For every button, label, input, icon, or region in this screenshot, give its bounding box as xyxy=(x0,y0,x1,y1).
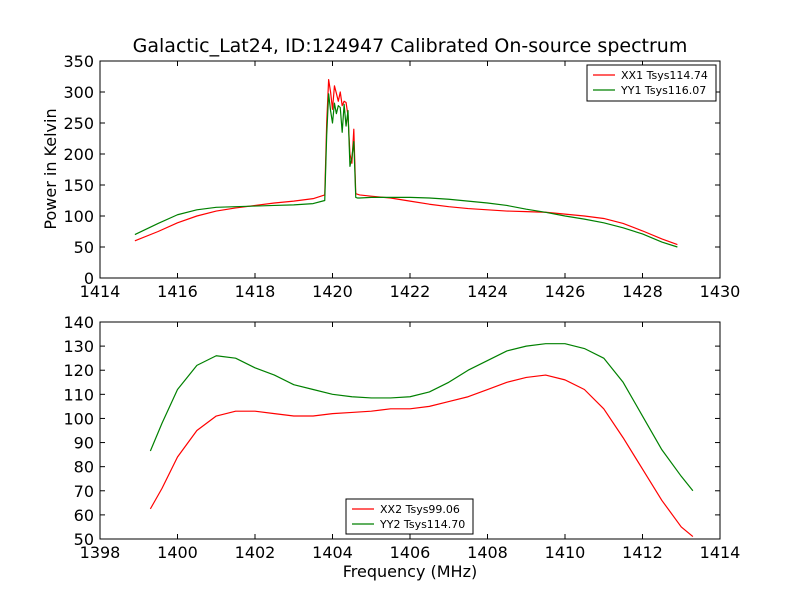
y-axis-label-top: Power in Kelvin xyxy=(41,108,60,229)
legend-label-top-2: YY1 Tsys116.07 xyxy=(620,84,706,97)
x-tick-label-bottom-4: 1406 xyxy=(390,543,431,562)
y-tick-label-bottom-3: 80 xyxy=(74,458,94,477)
x-tick-label-top-0: 1414 xyxy=(80,282,121,301)
legend-label-bottom-1: XX2 Tsys99.06 xyxy=(380,503,460,516)
y-tick-label-top-1: 50 xyxy=(74,238,94,257)
legend-bottom: XX2 Tsys99.06 YY2 Tsys114.70 xyxy=(345,498,474,535)
y-tick-label-bottom-6: 110 xyxy=(63,385,94,404)
series-line-bottom-1 xyxy=(149,374,694,538)
x-tick-label-bottom-0: 1398 xyxy=(80,543,121,562)
y-tick-label-top-7: 350 xyxy=(63,52,94,71)
legend-label-bottom-2: YY2 Tsys114.70 xyxy=(379,518,465,531)
top-spectrum-panel: Power in Kelvin 1414 1416 1418 1420 1422 1424… xyxy=(41,52,740,301)
x-tick-label-top-7: 1428 xyxy=(622,282,663,301)
x-tick-label-top-6: 1426 xyxy=(545,282,586,301)
x-tick-label-bottom-1: 1400 xyxy=(157,543,198,562)
x-tick-label-bottom-6: 1410 xyxy=(545,543,586,562)
series-line-bottom-2 xyxy=(149,343,694,492)
x-tick-label-top-1: 1416 xyxy=(157,282,198,301)
y-tick-label-bottom-8: 130 xyxy=(63,337,94,356)
x-tick-label-bottom-8: 1414 xyxy=(700,543,741,562)
y-tick-label-bottom-2: 70 xyxy=(74,482,94,501)
legend-box-bottom xyxy=(345,498,474,535)
y-tick-label-bottom-0: 50 xyxy=(74,530,94,549)
x-tick-label-bottom-7: 1412 xyxy=(622,543,663,562)
x-tick-label-bottom-2: 1402 xyxy=(235,543,276,562)
x-tick-label-top-3: 1420 xyxy=(312,282,353,301)
x-tick-label-bottom-3: 1404 xyxy=(312,543,353,562)
x-axis-label-bottom: Frequency (MHz) xyxy=(343,562,477,581)
y-tick-label-top-5: 250 xyxy=(63,114,94,133)
chart-title: Galactic_Lat24, ID:124947 Calibrated On-… xyxy=(133,35,688,57)
y-tick-label-top-2: 100 xyxy=(63,207,94,226)
y-tick-label-bottom-9: 140 xyxy=(63,313,94,332)
x-tick-label-top-8: 1430 xyxy=(700,282,741,301)
x-tick-label-top-2: 1418 xyxy=(235,282,276,301)
y-tick-label-bottom-5: 100 xyxy=(63,409,94,428)
x-tick-label-bottom-5: 1408 xyxy=(467,543,508,562)
y-tick-label-top-3: 150 xyxy=(63,176,94,195)
series-line-top-2 xyxy=(134,93,678,248)
legend-box-top xyxy=(586,64,717,102)
legend-top: XX1 Tsys114.74 YY1 Tsys116.07 xyxy=(586,64,717,102)
y-tick-label-top-6: 300 xyxy=(63,83,94,102)
y-tick-label-bottom-1: 60 xyxy=(74,506,94,525)
x-tick-label-top-5: 1424 xyxy=(467,282,508,301)
y-tick-label-bottom-4: 90 xyxy=(74,434,94,453)
legend-label-top-1: XX1 Tsys114.74 xyxy=(621,69,708,82)
y-tick-label-top-4: 200 xyxy=(63,145,94,164)
y-tick-label-top-0: 0 xyxy=(84,269,94,288)
x-tick-label-top-4: 1422 xyxy=(390,282,431,301)
bottom-spectrum-panel: Frequency (MHz) 1398 1400 1402 1404 1406 1408… xyxy=(63,313,740,581)
y-tick-label-bottom-7: 120 xyxy=(63,361,94,380)
